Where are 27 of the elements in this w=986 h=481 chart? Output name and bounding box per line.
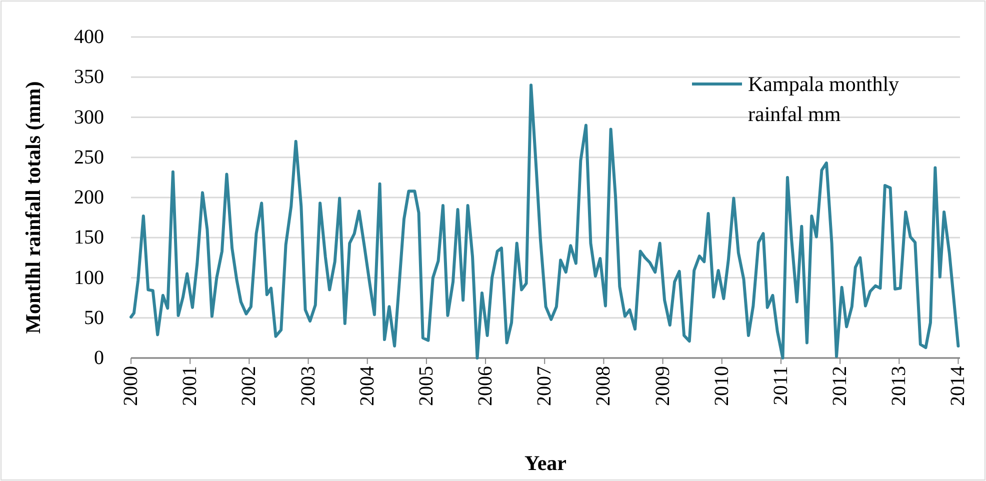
x-tick-label: 2013 [888,366,910,406]
x-tick-label: 2003 [297,366,320,406]
y-tick-label: 350 [74,66,104,88]
x-tick-label: 2004 [356,366,378,406]
y-tick-label: 300 [74,106,104,128]
y-tick-label: 400 [74,26,104,48]
x-tick-label: 2011 [770,366,792,406]
y-tick-label: 100 [74,266,104,289]
legend-label: Kampala monthly rainfal mm [748,72,900,126]
x-tick-label: 2000 [120,366,142,406]
y-tick-label: 250 [74,146,104,168]
x-tick-label: 2006 [474,366,497,406]
y-tick-label: 50 [84,306,104,329]
y-tick-label: 150 [74,226,104,249]
x-tick-label: 2009 [652,366,674,406]
x-tick-label: 2008 [592,366,615,406]
x-tick-label: 2014 [947,366,970,406]
y-tick-label: 200 [74,186,104,208]
x-tick-label: 2012 [829,366,852,406]
x-axis-title: Year [524,451,566,475]
x-tick-label: 2002 [238,366,260,406]
y-axis-title: Montlhl rainfall totals (mm) [21,81,45,334]
x-tick-label: 2001 [179,366,202,406]
x-tick-label: 2007 [534,366,556,406]
x-tick-label: 2010 [710,366,733,406]
y-tick-label: 0 [94,347,104,369]
x-tick-label: 2005 [415,366,438,406]
